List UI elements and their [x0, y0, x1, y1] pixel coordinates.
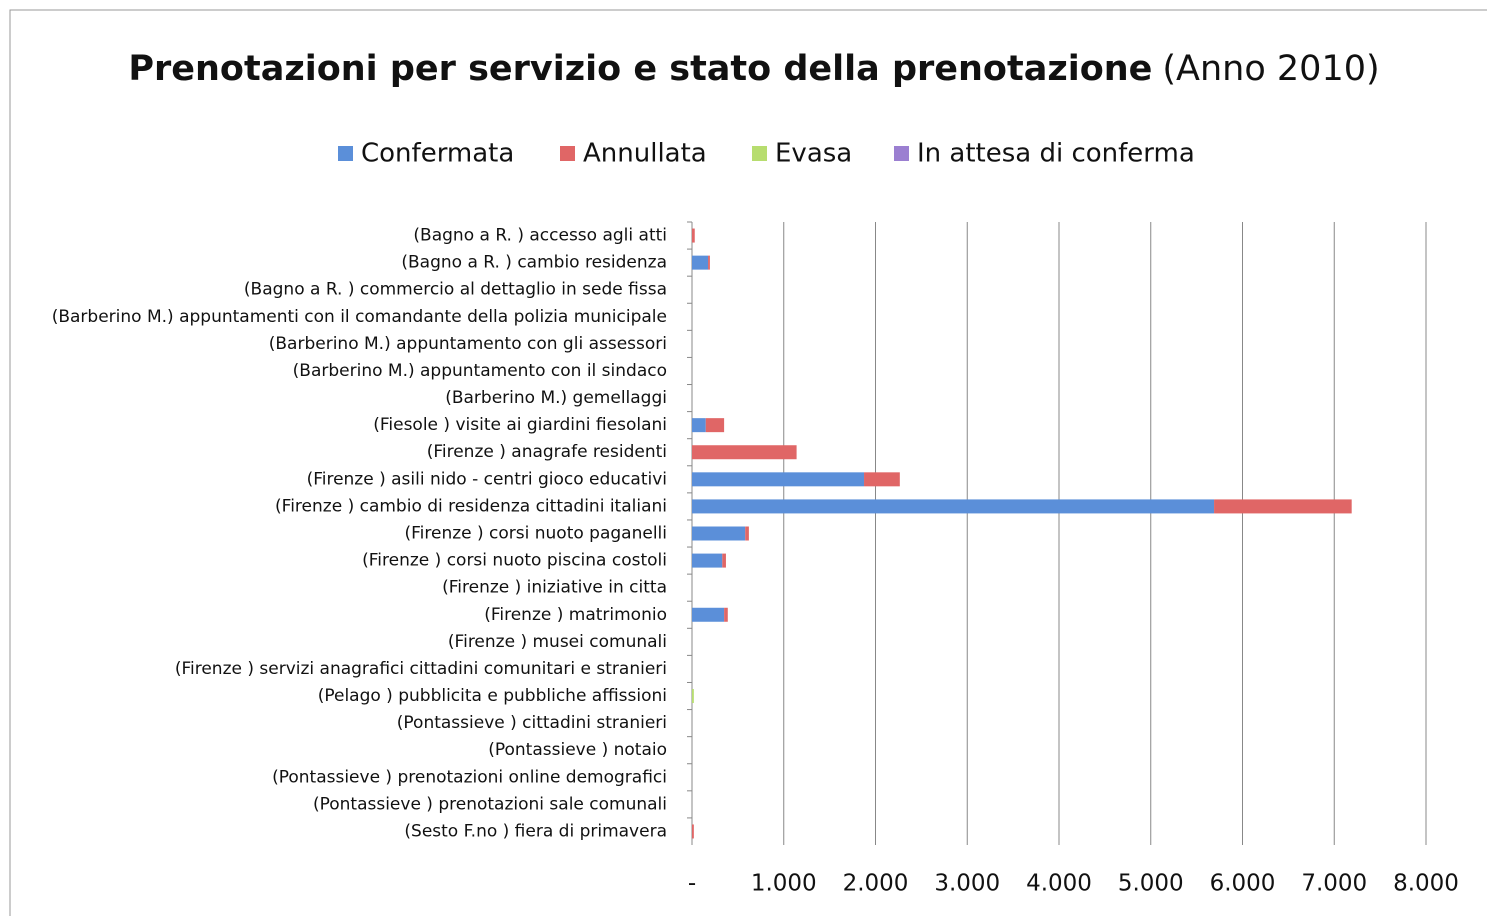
chart-subtitle: (Anno 2010) [1162, 49, 1379, 89]
legend-label: Annullata [583, 139, 707, 169]
y-tick-label: (Firenze ) asili nido - centri gioco edu… [307, 469, 667, 489]
bar [692, 472, 865, 487]
y-tick-label: (Pontassieve ) cittadini stranieri [397, 713, 667, 733]
x-tick-label: 1.000 [751, 871, 817, 897]
bar [864, 472, 900, 487]
x-tick-label: 8.000 [1393, 871, 1459, 897]
bar [692, 553, 723, 568]
y-tick-label: (Barberino M.) appuntamenti con il coman… [52, 307, 667, 327]
y-tick-label: (Firenze ) corsi nuoto piscina costoli [362, 551, 667, 571]
y-tick-label: (Barberino M.) gemellaggi [445, 388, 667, 408]
bar [692, 255, 709, 270]
y-tick-label: (Sesto F.no ) fiera di primavera [404, 821, 667, 841]
bar [692, 526, 746, 541]
bar [745, 526, 749, 541]
y-tick-label: (Bagno a R. ) cambio residenza [401, 253, 667, 273]
legend-label: Evasa [775, 139, 852, 169]
legend-label: In attesa di conferma [917, 139, 1195, 169]
chart-border [9, 9, 1487, 916]
y-tick-label: (Bagno a R. ) accesso agli atti [413, 226, 667, 246]
x-tick-label: 3.000 [934, 871, 1000, 897]
bar [692, 824, 694, 839]
y-tick-label: (Barberino M.) appuntamento con gli asse… [269, 334, 667, 354]
y-tick-label: (Pontassieve ) notaio [488, 740, 667, 760]
bar [692, 689, 694, 704]
bar [692, 607, 725, 622]
bar [692, 418, 706, 433]
bar [722, 553, 726, 568]
chart-title: Prenotazioni per servizio e stato della … [128, 49, 1152, 89]
bar [1214, 499, 1352, 514]
y-tick-label: (Firenze ) servizi anagrafici cittadini … [175, 659, 667, 679]
y-tick-label: (Pontassieve ) prenotazioni online demog… [272, 767, 667, 787]
y-tick-label: (Firenze ) matrimonio [484, 605, 667, 625]
bar [705, 418, 725, 433]
legend-swatch [338, 146, 353, 161]
x-tick-label: 2.000 [843, 871, 909, 897]
chart-title-group: Prenotazioni per servizio e stato della … [128, 49, 1379, 89]
bar [708, 255, 710, 270]
legend-swatch [894, 146, 909, 161]
y-tick-label: (Bagno a R. ) commercio al dettaglio in … [244, 280, 667, 300]
y-tick-label: (Firenze ) anagrafe residenti [427, 442, 667, 462]
legend-label: Confermata [361, 139, 514, 169]
y-tick-label: (Pontassieve ) prenotazioni sale comunal… [313, 794, 667, 814]
x-tick-label: 5.000 [1118, 871, 1184, 897]
x-tick-label: 4.000 [1026, 871, 1092, 897]
y-tick-label: (Firenze ) cambio di residenza cittadini… [275, 496, 667, 516]
bar [692, 499, 1215, 514]
bar [692, 445, 797, 460]
y-tick-label: (Barberino M.) appuntamento con il sinda… [293, 361, 667, 381]
y-tick-label: (Pelago ) pubblicita e pubbliche affissi… [318, 686, 667, 706]
y-tick-label: (Fiesole ) visite ai giardini fiesolani [373, 415, 667, 435]
bar [724, 607, 728, 622]
y-tick-label: (Firenze ) iniziative in citta [442, 578, 667, 598]
legend-swatch [752, 146, 767, 161]
x-tick-label: - [688, 871, 696, 897]
legend-swatch [560, 146, 575, 161]
bar [692, 228, 695, 243]
x-tick-label: 6.000 [1210, 871, 1276, 897]
y-tick-label: (Firenze ) corsi nuoto paganelli [404, 524, 667, 544]
x-tick-label: 7.000 [1301, 871, 1367, 897]
y-tick-label: (Firenze ) musei comunali [448, 632, 667, 652]
